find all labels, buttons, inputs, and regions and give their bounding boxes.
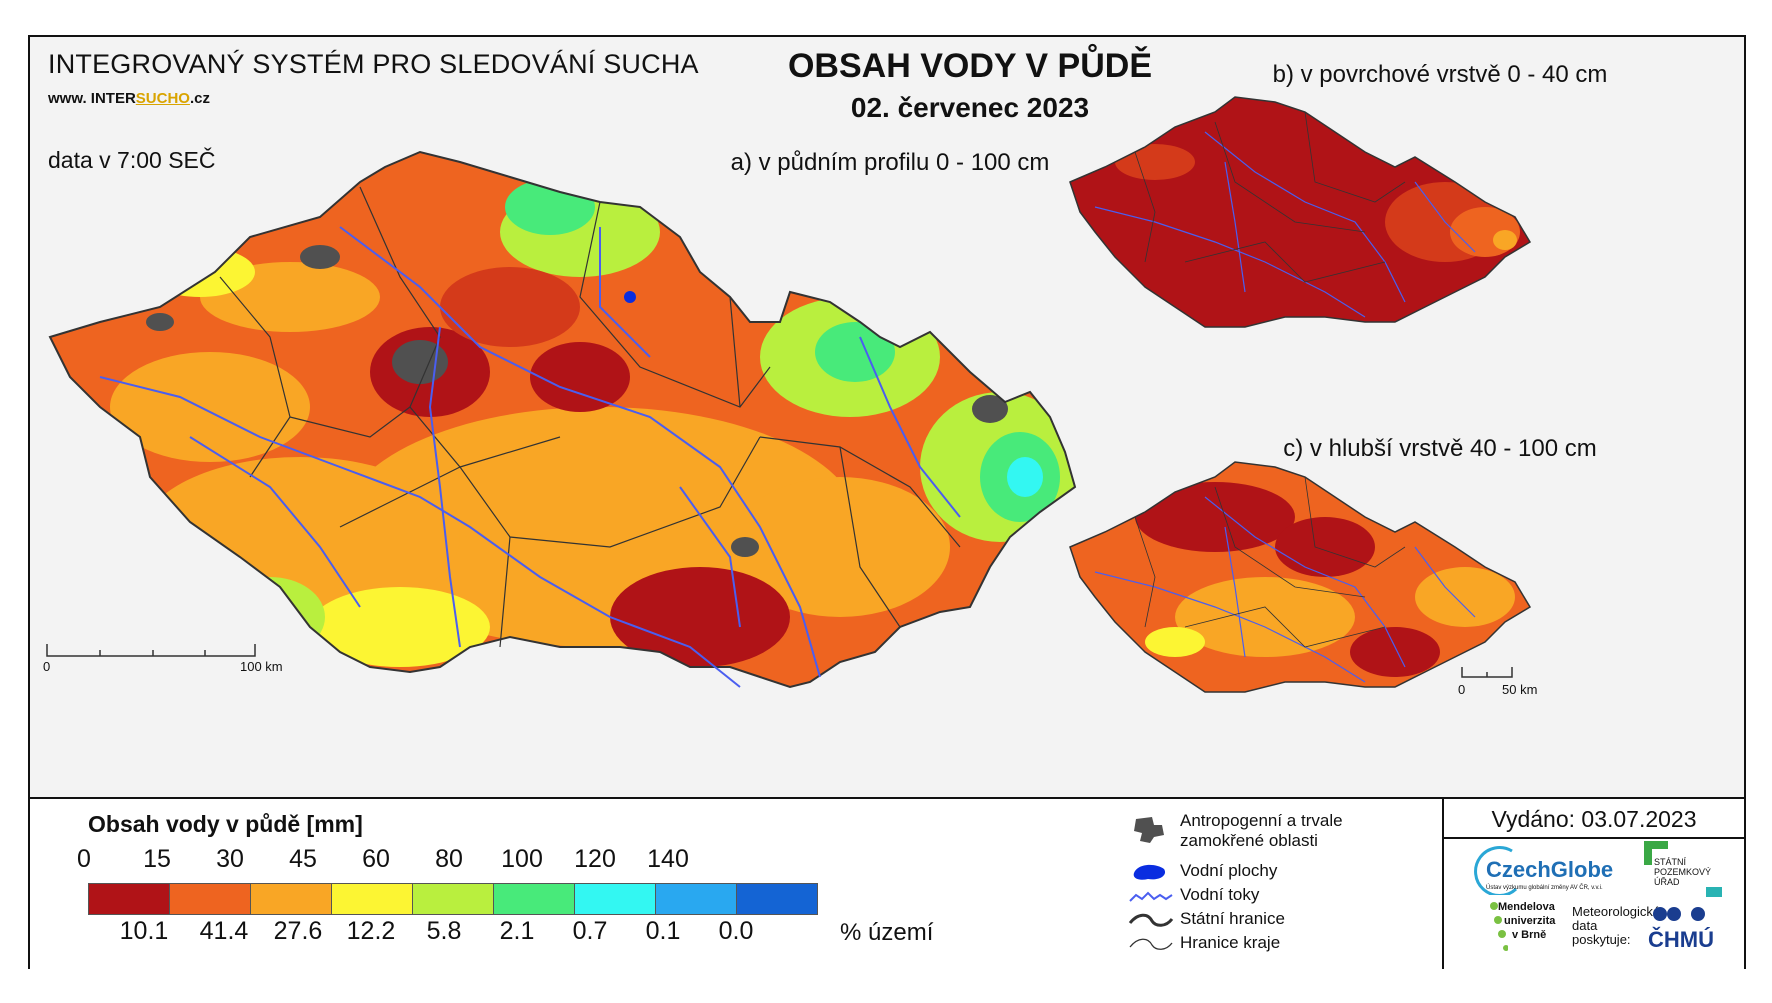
czechglobe-logo-icon (1474, 846, 1518, 895)
legend-percent: 12.2 (346, 917, 396, 945)
system-title: INTEGROVANÝ SYSTÉM PRO SLEDOVÁNÍ SUCHA (48, 49, 699, 79)
logo-spu-line1: STÁTNÍ (1654, 857, 1687, 867)
symbol-state-border-label: Státní hranice (1180, 909, 1285, 928)
map-frame: INTEGROVANÝ SYSTÉM PRO SLEDOVÁNÍ SUCHA w… (28, 35, 1746, 969)
legend-colorbar (88, 883, 818, 915)
map-c-scale-end: 50 km (1502, 682, 1538, 697)
legend-percent: 41.4 (199, 917, 249, 945)
logo-mendel-line2: univerzita (1504, 915, 1556, 927)
legend-tick: 45 (289, 845, 317, 873)
map-a-caption: a) v půdním profilu 0 - 100 cm (730, 149, 1050, 176)
water-body-icon (1133, 864, 1166, 880)
logo-chmu: ČHMÚ (1648, 927, 1714, 952)
logo-czechglobe-subtitle: Ústav výzkumu globální změny AV ČR, v.v.… (1486, 885, 1603, 891)
logo-mendel-line3: v Brně (1512, 929, 1547, 941)
legend-percent: 2.1 (499, 917, 535, 945)
river-icon (1129, 891, 1173, 902)
symbol-rivers-label: Vodní toky (1180, 885, 1260, 904)
chmu-logo-icon (1653, 907, 1705, 921)
map-b-surface-layer (1069, 96, 1532, 328)
legend-swatch (170, 884, 251, 914)
spu-logo-accent (1706, 887, 1722, 897)
legend-percent: 0.0 (718, 917, 754, 945)
legend-swatch (332, 884, 413, 914)
met-note-line1: Meteorologická (1572, 904, 1661, 919)
map-a-soil-profile (48, 150, 1077, 689)
legend-tick: 80 (435, 845, 463, 873)
legend-tick: 30 (216, 845, 244, 873)
logo-czechglobe: CzechGlobe (1486, 857, 1614, 882)
legend-percent: 5.8 (426, 917, 462, 945)
map-c-scale-start: 0 (1458, 682, 1466, 697)
website-link[interactable]: www. INTERSUCHO.cz (48, 90, 210, 107)
map-a-scale-start: 0 (43, 659, 51, 674)
legend-percent: 0.7 (572, 917, 608, 945)
legend-swatch (413, 884, 494, 914)
legend-tick: 140 (647, 845, 689, 873)
main-title: OBSAH VODY V PŮDĚ (787, 47, 1152, 85)
legend-percent-unit: % území (840, 919, 934, 946)
legend-tick: 15 (143, 845, 171, 873)
map-a-scale-end: 100 km (240, 659, 283, 674)
anthropogenic-area-icon (1134, 817, 1164, 843)
legend-tick: 100 (501, 845, 543, 873)
logo-mendel-line1: Mendelova (1498, 901, 1555, 913)
map-a-scale-bar (46, 644, 256, 657)
legend-panel: Obsah vody v půdě [mm] 0 15 30 45 60 80 … (30, 797, 1744, 969)
legend-swatch (494, 884, 575, 914)
met-note-line2: data (1572, 918, 1598, 933)
map-b-caption: b) v povrchové vrstvě 0 - 40 cm (1272, 61, 1608, 88)
mendel-logo-icon (1490, 902, 1508, 951)
logo-spu-line3: ÚŘAD (1654, 877, 1680, 887)
website-prefix: www. INTER (48, 90, 136, 107)
met-note-line3: poskytuje: (1572, 932, 1631, 947)
legend-tick: 120 (574, 845, 616, 873)
legend-swatch (737, 884, 817, 914)
state-border-icon (1128, 913, 1174, 927)
legend-tick: 0 (77, 845, 91, 873)
issued-date: Vydáno: 03.07.2023 (1442, 799, 1744, 839)
map-c-deeper-layer (1069, 461, 1532, 693)
map-c-scale-bar (1461, 667, 1513, 678)
legend-swatch (656, 884, 737, 914)
region-border-icon (1129, 938, 1173, 950)
map-area: INTEGROVANÝ SYSTÉM PRO SLEDOVÁNÍ SUCHA w… (30, 37, 1744, 797)
legend-swatch (251, 884, 332, 914)
symbol-water-bodies-label: Vodní plochy (1180, 861, 1278, 880)
legend-tick: 60 (362, 845, 390, 873)
logo-spu-line2: POZEMKOVÝ (1654, 867, 1712, 877)
map-date: 02. červenec 2023 (850, 92, 1090, 123)
spu-logo-icon (1644, 841, 1668, 865)
website-suffix: .cz (189, 90, 210, 107)
symbol-anthropogenic-label: Antropogenní a trvale zamokřené oblasti (1180, 811, 1343, 850)
legend-swatch (575, 884, 656, 914)
legend-swatch (89, 884, 170, 914)
logos-panel: CzechGlobe Ústav výzkumu globální změny … (1442, 839, 1744, 969)
legend-percent: 10.1 (119, 917, 169, 945)
legend-percent: 27.6 (273, 917, 323, 945)
legend-title: Obsah vody v půdě [mm] (88, 811, 363, 837)
map-c-caption: c) v hlubší vrstvě 40 - 100 cm (1283, 435, 1597, 462)
website-highlight: SUCHO (135, 90, 190, 107)
symbol-region-border-label: Hranice kraje (1180, 933, 1281, 952)
legend-percent: 0.1 (645, 917, 681, 945)
time-note: data v 7:00 SEČ (48, 147, 216, 173)
